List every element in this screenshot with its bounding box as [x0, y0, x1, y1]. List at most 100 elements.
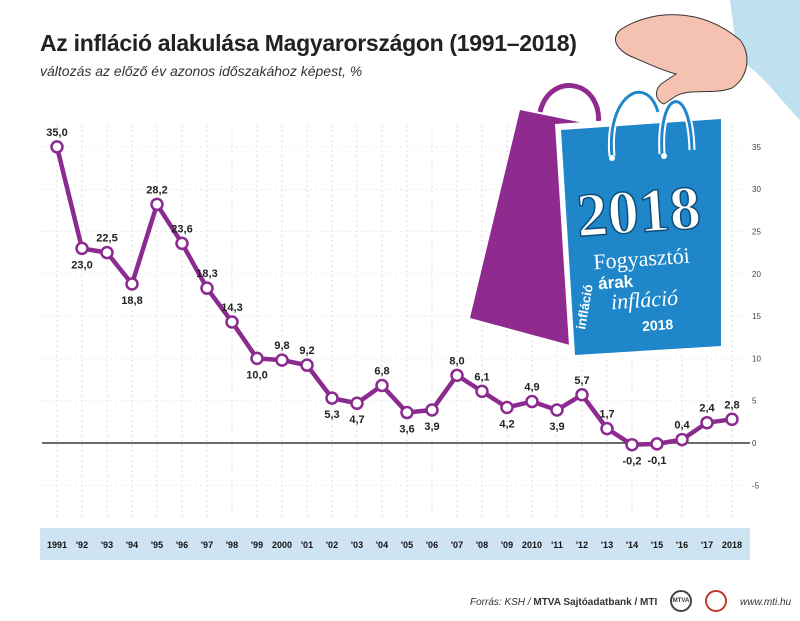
data-point [250, 351, 264, 366]
data-label: 3,9 [549, 421, 564, 433]
x-tick-label: '09 [501, 540, 513, 550]
y-tick-label: -5 [752, 481, 760, 490]
data-point [75, 241, 89, 256]
inflation-series [50, 140, 739, 452]
y-tick-label: 20 [752, 270, 761, 279]
bag-word-inflacio: infláció [610, 285, 679, 315]
data-label: 18,8 [121, 295, 142, 307]
hand [615, 14, 748, 105]
x-tick-label: '95 [151, 540, 163, 550]
data-label: 18,3 [196, 268, 217, 280]
chart-subtitle: változás az előző év azonos időszakához … [40, 63, 363, 79]
mti-logo-icon [705, 590, 727, 612]
x-tick-label: '05 [401, 540, 413, 550]
y-tick-label: 30 [752, 185, 761, 194]
source-note: Forrás: KSH / MTVA Sajtóadatbank / MTI [470, 597, 657, 608]
data-point [125, 277, 139, 291]
y-axis-ticks: -5 0 5 10 15 20 25 30 35 [752, 143, 761, 490]
data-label: 6,1 [474, 371, 489, 383]
x-tick-label: '12 [576, 540, 588, 550]
data-point [450, 368, 464, 383]
x-axis-ticks: 1991 '92 '93 '94 '95 '96 '97 '98 '99 2000 '01 '02 '0… [47, 540, 742, 550]
series-line [54, 144, 735, 447]
data-point [300, 358, 314, 372]
x-tick-label: '01 [301, 540, 313, 550]
data-label: 22,5 [96, 233, 117, 245]
data-label: 4,9 [524, 382, 539, 394]
x-tick-label: '99 [251, 540, 263, 550]
data-label: 1,7 [599, 409, 614, 421]
data-label: 5,7 [574, 375, 589, 387]
data-point [650, 437, 664, 451]
blue-bag-handle-left-inner [609, 90, 660, 157]
x-tick-label: '11 [551, 540, 563, 550]
data-label: -0,1 [648, 455, 667, 467]
data-label: 4,2 [499, 418, 514, 430]
source-bold: MTVA Sajtóadatbank / MTI [533, 597, 658, 608]
data-point [600, 421, 614, 436]
y-tick-label: 10 [752, 354, 761, 363]
data-point [275, 353, 289, 367]
x-tick-label: 2018 [722, 540, 742, 550]
mtva-logo-icon: MTVA [670, 590, 692, 612]
x-tick-label: '14 [626, 540, 638, 550]
data-point [325, 391, 339, 405]
blue-bag-handle-right-inner [660, 100, 694, 155]
x-tick-label: '96 [176, 540, 188, 550]
y-tick-label: 15 [752, 312, 761, 321]
data-point [150, 197, 164, 212]
x-tick-label: '16 [676, 540, 688, 550]
data-label: 0,4 [674, 420, 690, 432]
data-point [100, 245, 114, 260]
data-label: 14,3 [221, 302, 242, 314]
year-band [40, 528, 750, 560]
x-tick-label: '97 [201, 540, 213, 550]
x-tick-label: '04 [376, 540, 388, 550]
data-point [475, 384, 489, 399]
data-point [225, 315, 239, 329]
data-point [175, 236, 189, 251]
data-label: 8,0 [449, 355, 464, 367]
x-tick-label: '15 [651, 540, 663, 550]
data-point [500, 400, 514, 415]
data-point [400, 405, 414, 420]
data-label: 2,4 [699, 403, 715, 415]
data-label: -0,2 [623, 456, 642, 468]
data-point [675, 432, 689, 447]
x-tick-label: 1991 [47, 540, 67, 550]
data-labels: 35,0 23,0 22,5 18,8 28,2 23,6 18,3 14,3 10,0 9,8 9… [46, 127, 739, 468]
sleeve [730, 0, 800, 120]
data-label: 35,0 [46, 127, 67, 139]
x-tick-label: '13 [601, 540, 613, 550]
data-label: 3,6 [399, 424, 414, 436]
x-tick-label: 2010 [522, 540, 542, 550]
y-tick-label: 25 [752, 228, 761, 237]
data-point [625, 437, 639, 452]
source-prefix: Forrás: KSH / [470, 597, 531, 608]
x-tick-label: 2000 [272, 540, 292, 550]
data-point [350, 396, 364, 410]
y-tick-label: 0 [752, 439, 757, 448]
shopping-bag-illustration: 2018 Fogyasztói árak infláció infláció 2… [470, 0, 800, 362]
x-tick-label: '08 [476, 540, 488, 550]
year-band-rect [40, 528, 750, 560]
data-label: 5,3 [324, 409, 339, 421]
x-tick-label: '03 [351, 540, 363, 550]
bag-year: 2018 [574, 174, 702, 250]
data-point [200, 281, 214, 295]
data-point [725, 412, 739, 427]
bag-hole-right [661, 153, 667, 159]
data-label: 23,0 [71, 259, 92, 271]
data-point [50, 140, 64, 154]
data-point [375, 378, 389, 393]
purple-bag-handle [537, 83, 602, 129]
data-label: 28,2 [146, 184, 167, 196]
data-point [575, 388, 589, 402]
bag-word-arak: árak [598, 272, 635, 293]
data-point [425, 403, 439, 417]
bag-hole-left [609, 155, 615, 161]
data-label: 6,8 [374, 365, 389, 377]
blue-bag-body [561, 119, 721, 355]
y-tick-label: 5 [752, 397, 757, 406]
